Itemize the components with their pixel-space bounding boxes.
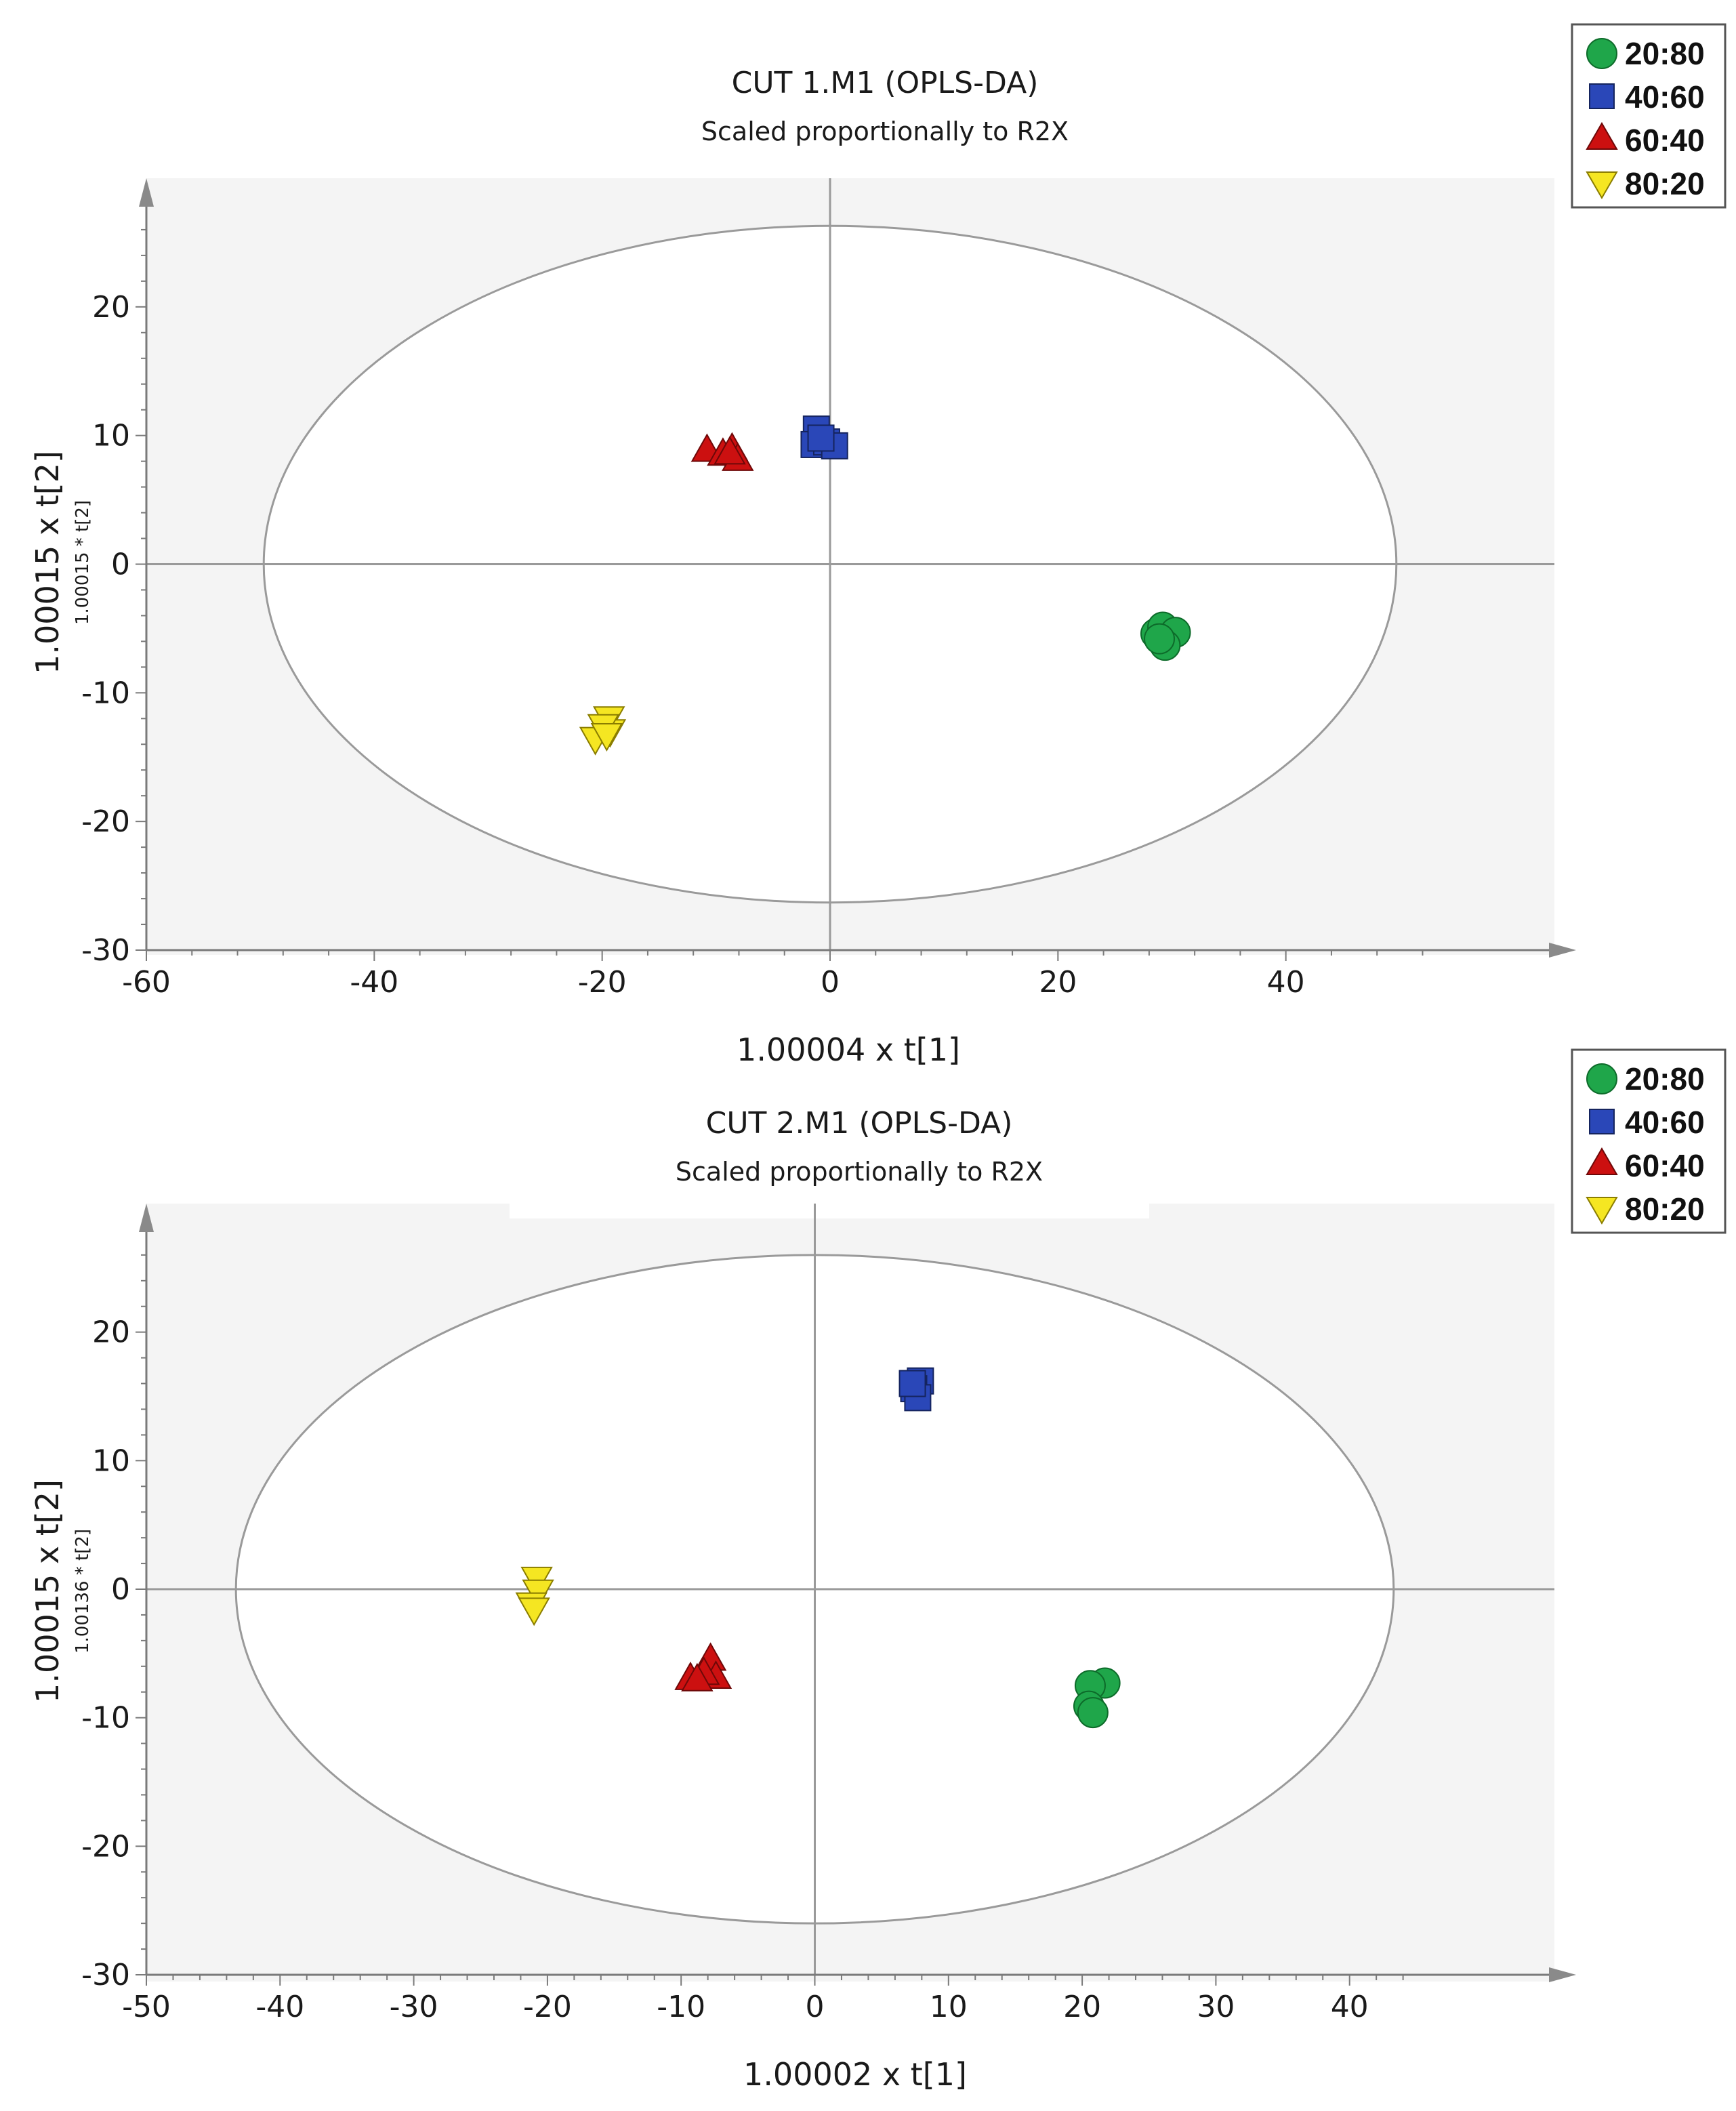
x-tick-label: 0	[806, 1990, 825, 2024]
y-tick-label: -30	[81, 933, 130, 968]
legend-label: 40:60	[1625, 1105, 1705, 1140]
y-axis-label: 1.00015 x t[2]	[29, 1479, 66, 1703]
x-tick-label: -10	[657, 1990, 705, 2024]
x-tick-label: -40	[255, 1990, 304, 2024]
y-tick-label: 20	[92, 1315, 130, 1350]
plot-area: -50 -40 -30 -20 -10 0 10 20 30 40 20 10 0 -10 -20 -30	[81, 1204, 1576, 2024]
legend: 20:80 40:60 60:40 80:20	[1571, 23, 1727, 209]
y-tick-label: 10	[92, 1443, 130, 1478]
chart-title: CUT 2.M1 (OPLS-DA)	[706, 1106, 1013, 1141]
data-point-80-20	[518, 1597, 550, 1626]
legend-square-icon	[1589, 1109, 1615, 1134]
x-tick-label: -50	[122, 1990, 171, 2024]
legend-label: 20:80	[1625, 36, 1705, 71]
y-tick-label: -20	[81, 804, 130, 839]
x-tick-label: 10	[930, 1990, 968, 2024]
y-tick-label: -10	[81, 676, 130, 710]
x-tick-label: -60	[122, 965, 171, 1000]
chart-title: CUT 1.M1 (OPLS-DA)	[732, 66, 1039, 100]
y-axis-sublabel: 1.00136 * t[2]	[73, 1529, 93, 1654]
x-tick-label: 20	[1039, 965, 1077, 1000]
y-axis-arrow-icon	[139, 178, 154, 207]
data-point-60-40	[714, 436, 746, 465]
y-tick-label: 20	[92, 290, 130, 325]
x-tick-label: 30	[1197, 1990, 1235, 2024]
legend-square-icon	[1589, 83, 1615, 109]
legend-label: 80:20	[1625, 1191, 1705, 1227]
x-tick-label: 40	[1331, 1990, 1369, 2024]
legend-label: 80:20	[1625, 166, 1705, 201]
x-tick-label: 20	[1063, 1990, 1101, 2024]
x-tick-label: -40	[350, 965, 398, 1000]
y-tick-label: -30	[81, 1958, 130, 1992]
y-tick-label: 10	[92, 419, 130, 453]
legend: 20:80 40:60 60:40 80:20	[1571, 1048, 1727, 1234]
x-axis-label: 1.00002 x t[1]	[743, 2056, 967, 2093]
title-backdrop	[510, 1200, 1149, 1218]
y-tick-label: -10	[81, 1701, 130, 1736]
y-axis-label: 1.00015 x t[2]	[29, 451, 66, 674]
chart-subtitle: Scaled proportionally to R2X	[701, 117, 1069, 146]
x-tick-label: 40	[1267, 965, 1305, 1000]
x-tick-label: -30	[390, 1990, 438, 2024]
legend-label: 40:60	[1625, 79, 1705, 115]
x-tick-label: 0	[821, 965, 840, 1000]
legend-triangle-up-icon	[1586, 122, 1618, 150]
y-tick-label: 0	[111, 1572, 130, 1607]
legend-circle-icon	[1586, 1063, 1617, 1094]
legend-triangle-up-icon	[1586, 1147, 1618, 1175]
data-point-40-60	[807, 424, 835, 452]
data-point-80-20	[590, 722, 623, 752]
x-tick-label: -20	[523, 1990, 572, 2024]
data-point-40-60	[898, 1370, 926, 1397]
chart-cut1: CUT 1.M1 (OPLS-DA) Scaled proportionally…	[29, 23, 1727, 1068]
data-point-20-80	[1144, 623, 1176, 655]
data-point-60-40	[681, 1662, 714, 1692]
x-axis-arrow-icon	[1549, 1967, 1576, 1982]
data-point-20-80	[1077, 1697, 1109, 1729]
chart-cut2: CUT 2.M1 (OPLS-DA) Scaled proportionally…	[29, 1048, 1727, 2093]
legend-triangle-down-icon	[1586, 171, 1618, 199]
x-axis-arrow-icon	[1549, 943, 1576, 958]
legend-circle-icon	[1586, 38, 1617, 69]
legend-label: 60:40	[1625, 1148, 1705, 1183]
legend-label: 60:40	[1625, 123, 1705, 158]
y-axis-sublabel: 1.00015 * t[2]	[73, 500, 93, 625]
plot-area: -60 -40 -20 0 20 40 20 10 0 -10 -20 -30	[81, 178, 1576, 1000]
legend-triangle-down-icon	[1586, 1197, 1618, 1225]
y-axis-arrow-icon	[139, 1204, 154, 1232]
chart-subtitle: Scaled proportionally to R2X	[676, 1157, 1043, 1187]
y-tick-label: -20	[81, 1829, 130, 1864]
legend-label: 20:80	[1625, 1061, 1705, 1097]
y-tick-label: 0	[111, 548, 130, 582]
x-tick-label: -20	[578, 965, 627, 1000]
x-axis-label: 1.00004 x t[1]	[737, 1031, 960, 1068]
